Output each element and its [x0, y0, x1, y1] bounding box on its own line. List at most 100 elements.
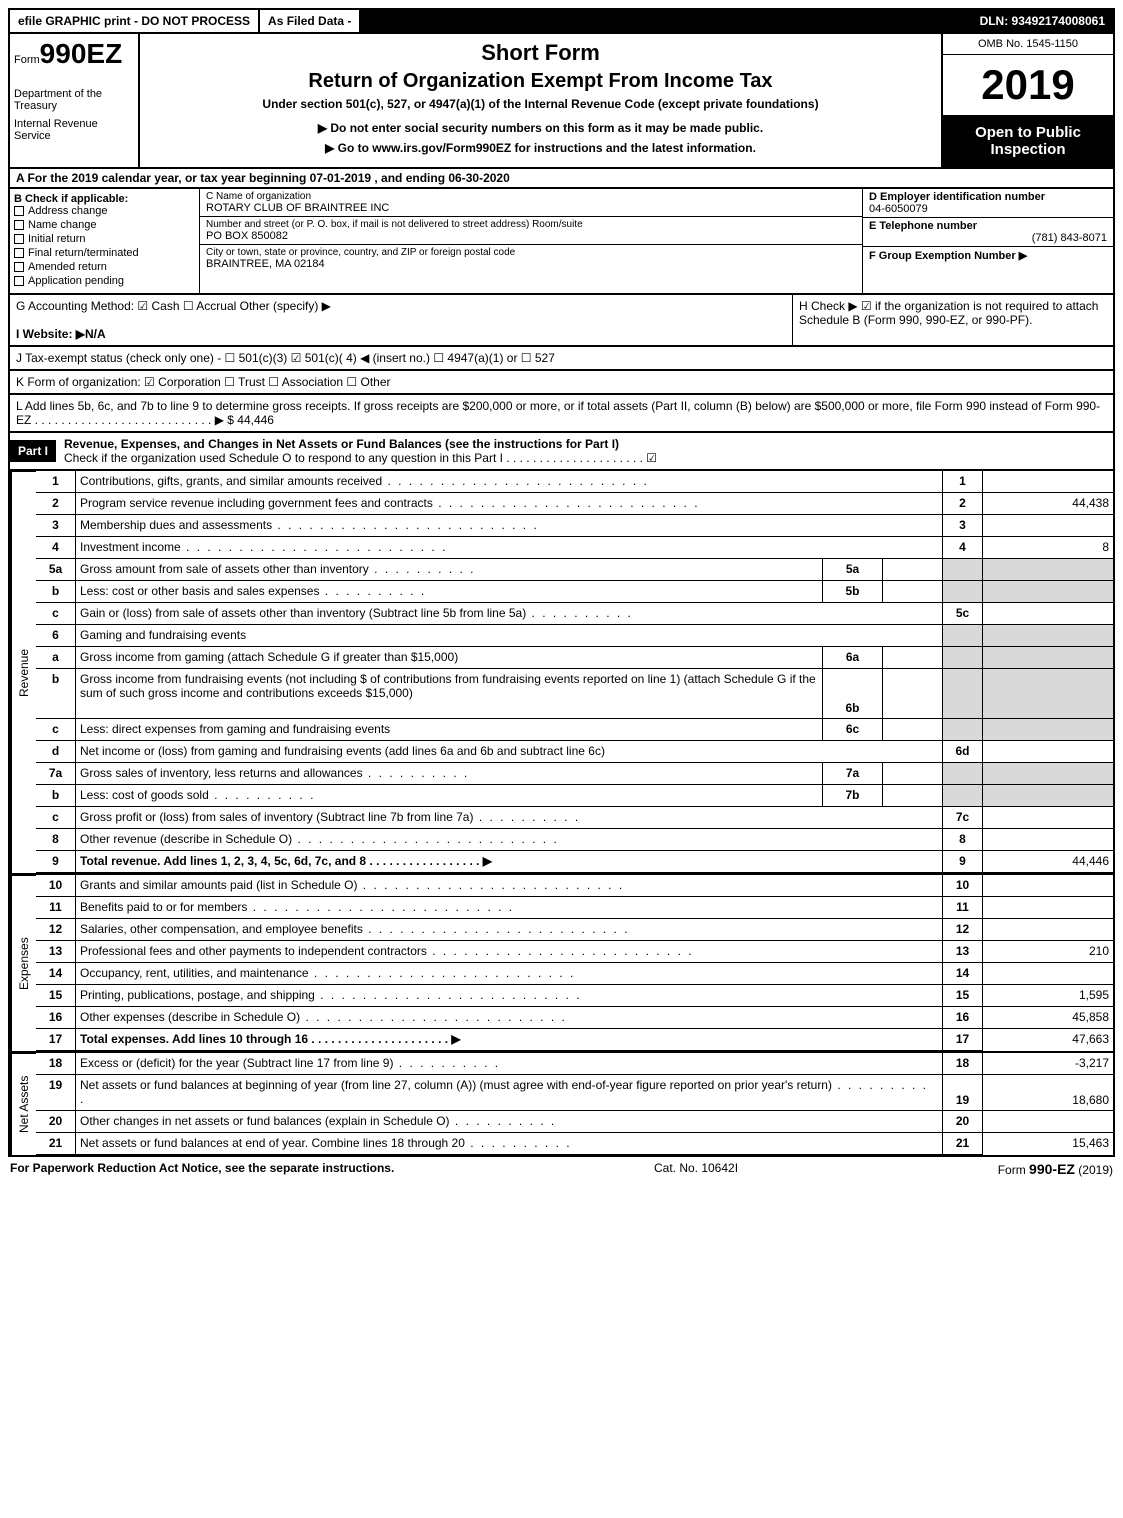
line-5c-val: [983, 603, 1113, 625]
line-5a-sub: 5a: [823, 559, 883, 581]
line-6c-desc: Less: direct expenses from gaming and fu…: [76, 719, 823, 741]
line-5a-num: 5a: [36, 559, 76, 581]
col-d-ids: D Employer identification number 04-6050…: [863, 189, 1113, 293]
line-2-desc: Program service revenue including govern…: [76, 493, 943, 515]
line-13-val: 210: [983, 941, 1113, 963]
form-prefix: Form: [14, 54, 40, 66]
line-7b-shade1: [943, 785, 983, 807]
line-5c-rnum: 5c: [943, 603, 983, 625]
line-5a-shade1: [943, 559, 983, 581]
line-7b-subval: [883, 785, 943, 807]
line-4-desc: Investment income: [76, 537, 943, 559]
line-12-desc: Salaries, other compensation, and employ…: [76, 919, 943, 941]
line-17-val: 47,663: [983, 1029, 1113, 1051]
line-20-val: [983, 1111, 1113, 1133]
line-9-rnum: 9: [943, 851, 983, 873]
line-9-desc: Total revenue. Add lines 1, 2, 3, 4, 5c,…: [76, 851, 943, 873]
line-16-desc: Other expenses (describe in Schedule O): [76, 1007, 943, 1029]
line-21-rnum: 21: [943, 1133, 983, 1155]
expenses-side-label: Expenses: [10, 875, 36, 1051]
line-19-desc: Net assets or fund balances at beginning…: [76, 1075, 943, 1111]
line-5b-shade2: [983, 581, 1113, 603]
line-3-desc: Membership dues and assessments: [76, 515, 943, 537]
header-right-col: OMB No. 1545-1150 2019 Open to Public In…: [943, 34, 1113, 167]
subtitle: Under section 501(c), 527, or 4947(a)(1)…: [146, 97, 935, 111]
line-6d-val: [983, 741, 1113, 763]
line-6-num: 6: [36, 625, 76, 647]
part-1-title: Revenue, Expenses, and Changes in Net As…: [64, 437, 1105, 451]
cb-amended-return[interactable]: Amended return: [14, 261, 195, 273]
line-18-rnum: 18: [943, 1053, 983, 1075]
line-13-desc: Professional fees and other payments to …: [76, 941, 943, 963]
col-b-header: B Check if applicable:: [14, 193, 195, 205]
line-6d-desc: Net income or (loss) from gaming and fun…: [76, 741, 943, 763]
cb-application-pending[interactable]: Application pending: [14, 275, 195, 287]
col-b-checkboxes: B Check if applicable: Address change Na…: [10, 189, 200, 293]
efile-label: efile GRAPHIC print - DO NOT PROCESS: [10, 10, 258, 32]
line-8-num: 8: [36, 829, 76, 851]
line-7b-sub: 7b: [823, 785, 883, 807]
line-5b-sub: 5b: [823, 581, 883, 603]
line-12-rnum: 12: [943, 919, 983, 941]
line-6-shade2: [983, 625, 1113, 647]
cb-final-return[interactable]: Final return/terminated: [14, 247, 195, 259]
line-18-val: -3,217: [983, 1053, 1113, 1075]
line-5a-desc: Gross amount from sale of assets other t…: [76, 559, 823, 581]
revenue-side-label: Revenue: [10, 471, 36, 873]
line-16-val: 45,858: [983, 1007, 1113, 1029]
footer-form-ref: Form: [998, 1163, 1029, 1177]
line-1-num: 1: [36, 471, 76, 493]
line-20-rnum: 20: [943, 1111, 983, 1133]
org-address: PO BOX 850082: [206, 230, 856, 242]
tax-year: 2019: [943, 55, 1113, 116]
line-5b-num: b: [36, 581, 76, 603]
col-c-org-info: C Name of organization ROTARY CLUB OF BR…: [200, 189, 863, 293]
line-6b-shade2: [983, 669, 1113, 719]
instruction-line-1: ▶ Do not enter social security numbers o…: [146, 121, 935, 135]
line-7c-desc: Gross profit or (loss) from sales of inv…: [76, 807, 943, 829]
tax-exempt-status: J Tax-exempt status (check only one) - ☐…: [8, 347, 1115, 371]
line-7c-num: c: [36, 807, 76, 829]
line-10-desc: Grants and similar amounts paid (list in…: [76, 875, 943, 897]
cb-address-change[interactable]: Address change: [14, 205, 195, 217]
main-title: Return of Organization Exempt From Incom…: [146, 70, 935, 93]
ein-label: D Employer identification number: [869, 191, 1107, 203]
line-11-desc: Benefits paid to or for members: [76, 897, 943, 919]
line-12-val: [983, 919, 1113, 941]
line-4-num: 4: [36, 537, 76, 559]
tel-value: (781) 843-8071: [869, 232, 1107, 244]
footer-year: (2019): [1075, 1163, 1113, 1177]
line-3-num: 3: [36, 515, 76, 537]
line-21-val: 15,463: [983, 1133, 1113, 1155]
line-11-num: 11: [36, 897, 76, 919]
revenue-table: Revenue 1 Contributions, gifts, grants, …: [8, 471, 1115, 875]
line-6a-num: a: [36, 647, 76, 669]
footer-row: For Paperwork Reduction Act Notice, see …: [8, 1157, 1115, 1181]
line-5c-desc: Gain or (loss) from sale of assets other…: [76, 603, 943, 625]
line-14-num: 14: [36, 963, 76, 985]
line-6a-sub: 6a: [823, 647, 883, 669]
line-21-desc: Net assets or fund balances at end of ye…: [76, 1133, 943, 1155]
cb-initial-return[interactable]: Initial return: [14, 233, 195, 245]
line-3-val: [983, 515, 1113, 537]
line-8-desc: Other revenue (describe in Schedule O): [76, 829, 943, 851]
line-2-rnum: 2: [943, 493, 983, 515]
line-7a-desc: Gross sales of inventory, less returns a…: [76, 763, 823, 785]
entity-block: B Check if applicable: Address change Na…: [8, 189, 1115, 295]
title-block: Short Form Return of Organization Exempt…: [140, 34, 943, 167]
addr-label: Number and street (or P. O. box, if mail…: [206, 219, 856, 230]
dept-label: Department of the Treasury: [14, 88, 134, 112]
line-7c-val: [983, 807, 1113, 829]
instruction-line-2: ▶ Go to www.irs.gov/Form990EZ for instru…: [146, 141, 935, 155]
line-14-desc: Occupancy, rent, utilities, and maintena…: [76, 963, 943, 985]
line-6c-sub: 6c: [823, 719, 883, 741]
line-1-rnum: 1: [943, 471, 983, 493]
ein-value: 04-6050079: [869, 203, 1107, 215]
line-6b-sub: 6b: [823, 669, 883, 719]
line-3-rnum: 3: [943, 515, 983, 537]
line-6d-rnum: 6d: [943, 741, 983, 763]
line-6b-subval: [883, 669, 943, 719]
line-21-num: 21: [36, 1133, 76, 1155]
open-public-badge: Open to Public Inspection: [943, 116, 1113, 167]
cb-name-change[interactable]: Name change: [14, 219, 195, 231]
